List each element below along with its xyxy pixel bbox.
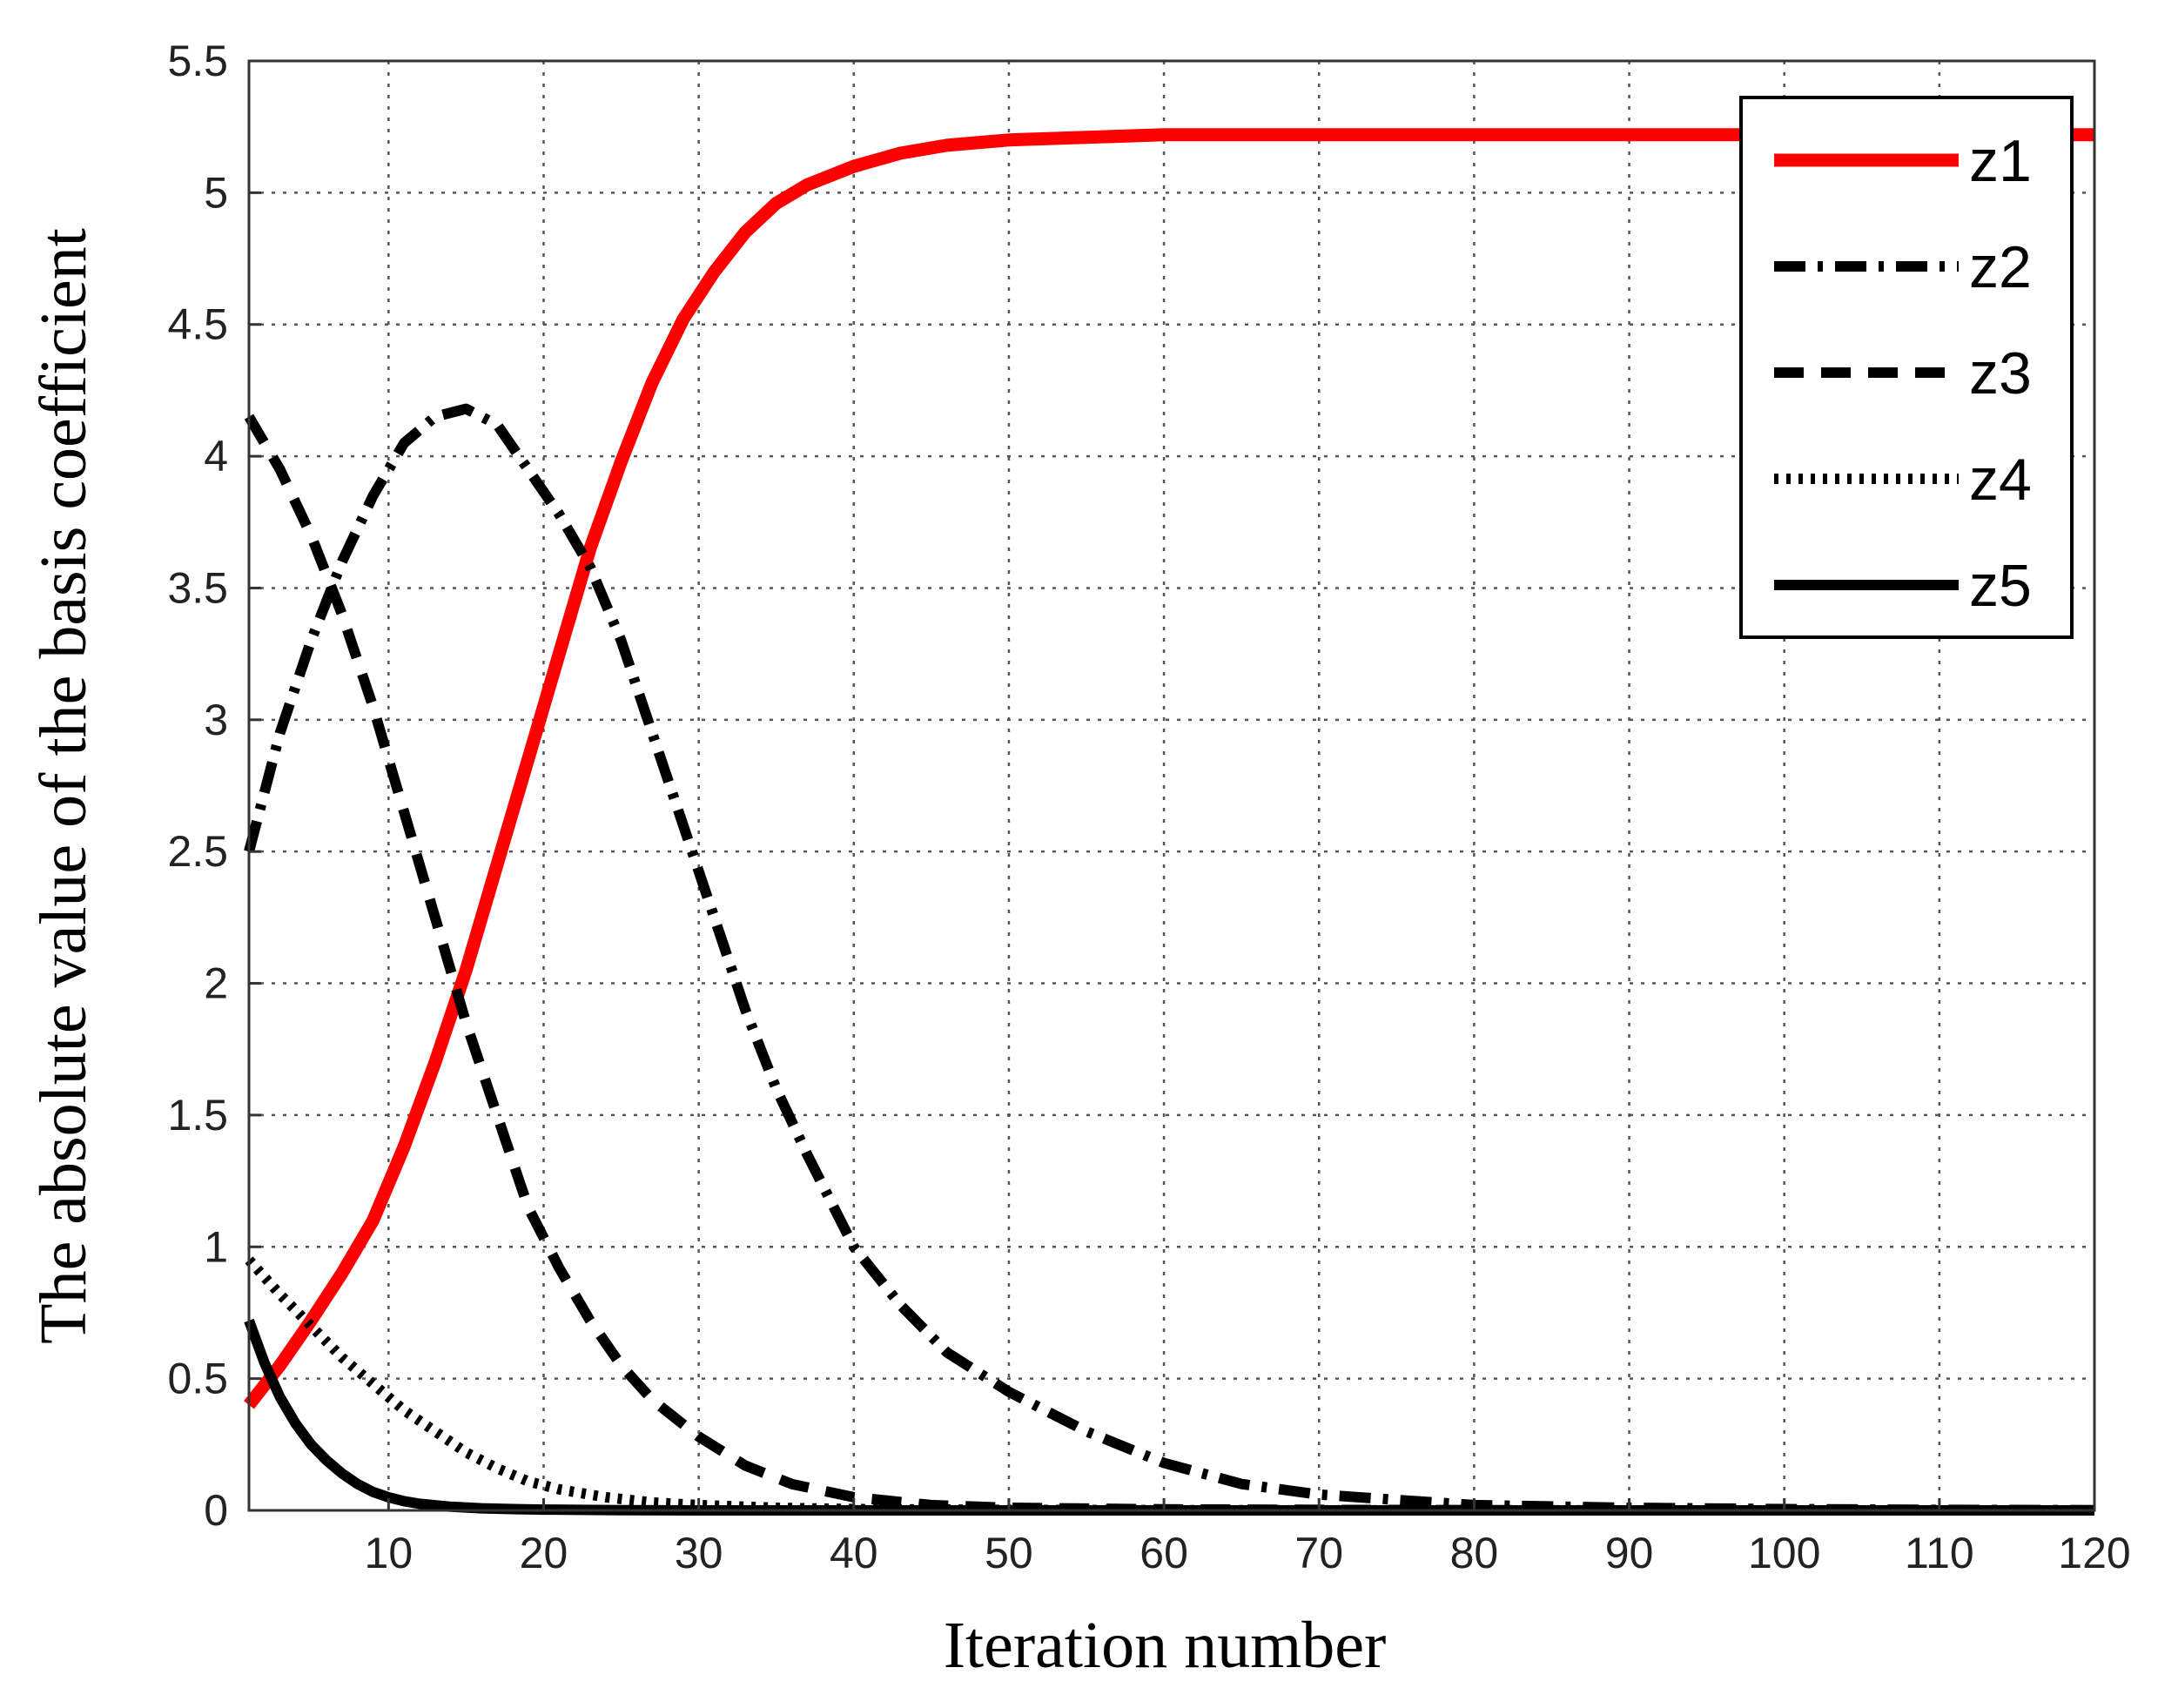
legend-label-z2: z2 bbox=[1969, 234, 2032, 300]
x-tick-label: 120 bbox=[2058, 1529, 2130, 1577]
grid bbox=[249, 61, 2094, 1510]
legend-label-z5: z5 bbox=[1969, 553, 2032, 619]
y-tick-label: 5.5 bbox=[167, 37, 228, 85]
y-tick-label: 3.5 bbox=[167, 563, 228, 612]
x-tick-label: 60 bbox=[1140, 1529, 1188, 1577]
x-axis-title: Iteration number bbox=[944, 1609, 1387, 1682]
legend: z1 z2 z3 z4 z5 bbox=[1739, 96, 2074, 639]
legend-label-z3: z3 bbox=[1969, 340, 2032, 407]
y-tick-label: 3 bbox=[204, 696, 228, 744]
series-line-z2 bbox=[244, 403, 2095, 1516]
y-tick-label: 0.5 bbox=[167, 1355, 228, 1403]
x-tick-label: 100 bbox=[1748, 1529, 1820, 1577]
legend-label-z1: z1 bbox=[1969, 128, 2032, 194]
y-tick-label: 4.5 bbox=[167, 300, 228, 349]
legend-label-z4: z4 bbox=[1969, 447, 2032, 513]
plot-frame bbox=[247, 59, 2096, 1512]
y-tick-label: 0 bbox=[204, 1486, 228, 1535]
x-tick-label: 110 bbox=[1905, 1529, 1974, 1577]
plot-series bbox=[244, 128, 2095, 1516]
x-tick-label: 30 bbox=[675, 1529, 723, 1577]
axes: 10 20 30 40 50 60 70 80 90 100 110 120 0 0.5 1 1.5 2 2.5 3… bbox=[167, 37, 2130, 1577]
x-tick-label: 40 bbox=[830, 1529, 878, 1577]
x-tick-label: 10 bbox=[365, 1529, 413, 1577]
y-tick-label: 1.5 bbox=[167, 1091, 228, 1140]
y-tick-label: 2 bbox=[204, 959, 228, 1008]
series-line-z5 bbox=[244, 1318, 2094, 1516]
x-tick-label: 90 bbox=[1605, 1529, 1654, 1577]
series-line-z3 bbox=[244, 414, 2094, 1516]
x-tick-label: 20 bbox=[520, 1529, 568, 1577]
y-axis-title: The absolute value of the basis coeffici… bbox=[27, 228, 100, 1344]
series-line-z4 bbox=[245, 1256, 2094, 1516]
y-tick-label: 5 bbox=[204, 168, 228, 217]
x-tick-label: 80 bbox=[1450, 1529, 1499, 1577]
series-line-z1 bbox=[244, 128, 2094, 1409]
x-tick-label: 50 bbox=[985, 1529, 1033, 1577]
y-tick-label: 1 bbox=[204, 1222, 228, 1271]
y-tick-label: 2.5 bbox=[167, 827, 228, 876]
y-tick-label: 4 bbox=[204, 432, 228, 481]
x-tick-label: 70 bbox=[1294, 1529, 1343, 1577]
